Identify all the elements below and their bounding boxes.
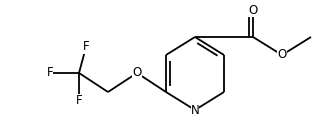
Text: F: F xyxy=(83,41,89,53)
Text: F: F xyxy=(47,66,53,80)
Text: O: O xyxy=(132,66,142,80)
Text: O: O xyxy=(277,49,287,61)
Text: O: O xyxy=(248,3,258,16)
Text: F: F xyxy=(76,93,82,107)
Text: N: N xyxy=(191,103,199,117)
